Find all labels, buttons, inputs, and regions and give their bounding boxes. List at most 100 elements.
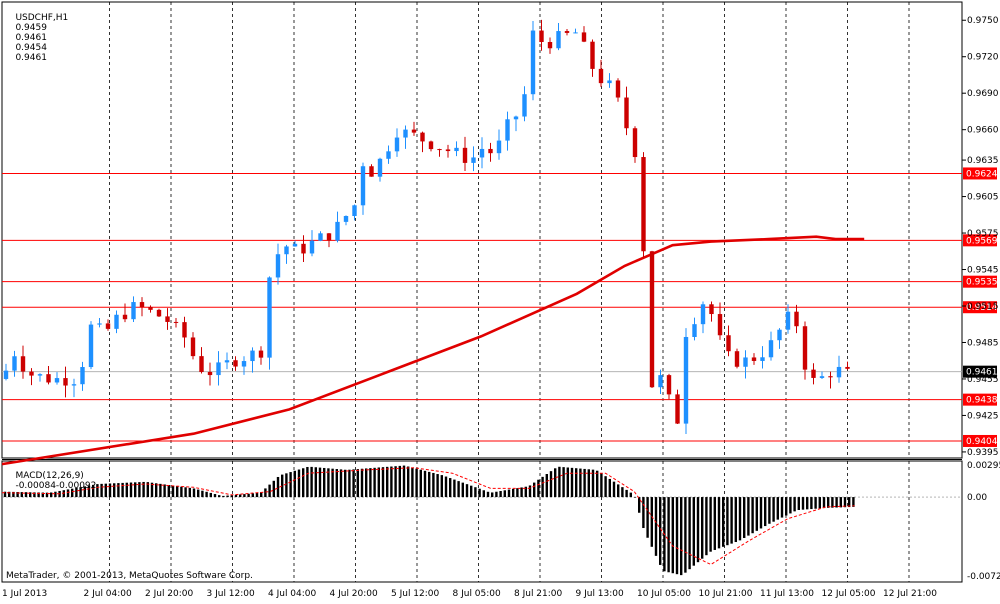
candle-body[interactable]: [369, 166, 374, 177]
candle-body[interactable]: [37, 374, 43, 376]
candle-body[interactable]: [471, 157, 476, 163]
candle-body[interactable]: [190, 337, 196, 357]
candle-body[interactable]: [352, 205, 357, 217]
candle-body[interactable]: [258, 350, 264, 358]
candle-body[interactable]: [318, 233, 323, 241]
candle-body[interactable]: [828, 376, 833, 378]
horizontal-levels[interactable]: 0.9624 0.9569 0.9535 0.9514 0.9438 0.9404 0.94…: [2, 167, 998, 447]
candle-body[interactable]: [462, 147, 468, 163]
candle-body[interactable]: [165, 316, 170, 322]
candle-body[interactable]: [267, 277, 272, 358]
candle-body[interactable]: [139, 302, 145, 307]
candle-body[interactable]: [360, 166, 366, 206]
candle-body[interactable]: [114, 314, 119, 329]
candle-body[interactable]: [12, 356, 17, 371]
candle-body[interactable]: [709, 304, 714, 315]
candle-body[interactable]: [768, 340, 774, 358]
candle-body[interactable]: [751, 357, 757, 361]
candle-body[interactable]: [335, 221, 340, 241]
candle-body[interactable]: [326, 233, 332, 241]
candle-body[interactable]: [717, 314, 723, 336]
candle-body[interactable]: [802, 326, 808, 370]
candle-body[interactable]: [522, 94, 527, 117]
candle-body[interactable]: [224, 360, 230, 363]
candle-body[interactable]: [71, 384, 77, 386]
candle-body[interactable]: [556, 31, 561, 49]
candle-body[interactable]: [386, 151, 391, 159]
candle-body[interactable]: [275, 254, 281, 278]
candle-body[interactable]: [199, 356, 204, 372]
candle-body[interactable]: [309, 240, 315, 254]
candle-body[interactable]: [233, 360, 238, 367]
candle-body[interactable]: [564, 31, 570, 33]
candle-body[interactable]: [811, 369, 816, 378]
candle-body[interactable]: [148, 306, 153, 310]
candle-body[interactable]: [590, 41, 595, 69]
candle-body[interactable]: [105, 323, 111, 329]
candle-body[interactable]: [479, 148, 485, 158]
candle-body[interactable]: [20, 356, 26, 372]
candle-body[interactable]: [428, 141, 434, 150]
candle-body[interactable]: [173, 321, 179, 323]
candle-body[interactable]: [683, 336, 689, 424]
candle-body[interactable]: [836, 366, 842, 378]
candle-body[interactable]: [607, 80, 612, 84]
candle-body[interactable]: [488, 148, 493, 154]
candle-body[interactable]: [46, 374, 51, 383]
candle-body[interactable]: [29, 371, 34, 376]
candle-body[interactable]: [513, 116, 519, 120]
candle-body[interactable]: [598, 68, 604, 84]
candle-body[interactable]: [505, 119, 510, 141]
candle-body[interactable]: [675, 394, 680, 424]
candle-body[interactable]: [445, 149, 451, 152]
candle-body[interactable]: [743, 357, 748, 367]
candle-body[interactable]: [539, 30, 544, 43]
candle-body[interactable]: [377, 158, 383, 177]
candle-body[interactable]: [3, 370, 9, 379]
candle-body[interactable]: [530, 30, 536, 95]
candle-body[interactable]: [437, 149, 442, 151]
candle-body[interactable]: [624, 97, 629, 129]
candle-body[interactable]: [845, 366, 850, 369]
candle-body[interactable]: [182, 322, 187, 338]
candle-body[interactable]: [700, 304, 706, 325]
candle-body[interactable]: [692, 324, 697, 337]
candle-body[interactable]: [343, 216, 349, 222]
candle-body[interactable]: [420, 132, 425, 142]
candle-body[interactable]: [547, 42, 553, 49]
candle-body[interactable]: [54, 378, 60, 383]
candle-body[interactable]: [411, 129, 417, 133]
candle-body[interactable]: [819, 376, 825, 378]
candle-body[interactable]: [785, 311, 791, 330]
candles-layer[interactable]: [3, 19, 850, 434]
candle-body[interactable]: [581, 32, 587, 42]
candle-body[interactable]: [80, 367, 85, 385]
candle-body[interactable]: [63, 378, 68, 386]
candle-body[interactable]: [284, 246, 289, 255]
candle-body[interactable]: [156, 309, 162, 317]
candle-body[interactable]: [88, 324, 94, 368]
candle-body[interactable]: [632, 128, 638, 158]
candle-body[interactable]: [207, 371, 213, 376]
candle-body[interactable]: [454, 147, 459, 152]
candle-body[interactable]: [216, 362, 221, 376]
candle-body[interactable]: [403, 129, 408, 138]
candle-body[interactable]: [292, 243, 298, 247]
candle-body[interactable]: [97, 323, 102, 325]
candle-body[interactable]: [496, 140, 502, 154]
candle-body[interactable]: [666, 375, 672, 395]
candle-body[interactable]: [726, 335, 731, 352]
candle-body[interactable]: [241, 361, 247, 367]
candle-body[interactable]: [131, 302, 136, 320]
candle-body[interactable]: [649, 251, 655, 388]
candle-body[interactable]: [615, 80, 621, 98]
candle-body[interactable]: [734, 351, 740, 367]
candle-body[interactable]: [777, 329, 782, 341]
candle-body[interactable]: [760, 357, 765, 361]
candle-body[interactable]: [122, 314, 128, 320]
candle-body[interactable]: [301, 243, 306, 254]
candle-body[interactable]: [794, 311, 799, 327]
candle-body[interactable]: [573, 32, 578, 34]
